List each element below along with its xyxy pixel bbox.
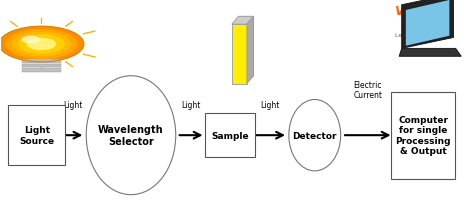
Polygon shape [399,49,461,57]
Text: Light: Light [182,101,201,110]
Text: Learn LIVE Online: Learn LIVE Online [395,32,451,37]
Polygon shape [401,0,454,49]
Polygon shape [247,17,254,84]
Text: Light: Light [260,101,279,110]
Text: Vedantu: Vedantu [394,5,452,18]
Circle shape [18,35,65,55]
FancyBboxPatch shape [22,64,61,68]
FancyBboxPatch shape [392,92,455,179]
Ellipse shape [289,100,341,171]
Circle shape [21,36,40,44]
Text: Computer
for single
Processing
& Output: Computer for single Processing & Output [395,116,451,156]
Text: Light
Source: Light Source [19,126,55,145]
Polygon shape [406,1,449,47]
Circle shape [5,30,77,60]
FancyBboxPatch shape [238,17,254,76]
FancyBboxPatch shape [22,60,61,64]
Text: Detector: Detector [292,131,337,140]
Text: Electric
Current: Electric Current [353,81,382,100]
FancyBboxPatch shape [232,25,247,84]
Text: Light: Light [64,101,82,110]
Text: Wavelength
Selector: Wavelength Selector [98,125,164,146]
FancyBboxPatch shape [9,106,65,165]
FancyBboxPatch shape [205,114,255,157]
Text: Sample: Sample [211,131,249,140]
FancyBboxPatch shape [22,69,61,72]
Circle shape [27,39,56,51]
Ellipse shape [86,76,176,195]
Polygon shape [232,17,254,25]
Circle shape [0,27,84,63]
Circle shape [12,32,71,57]
